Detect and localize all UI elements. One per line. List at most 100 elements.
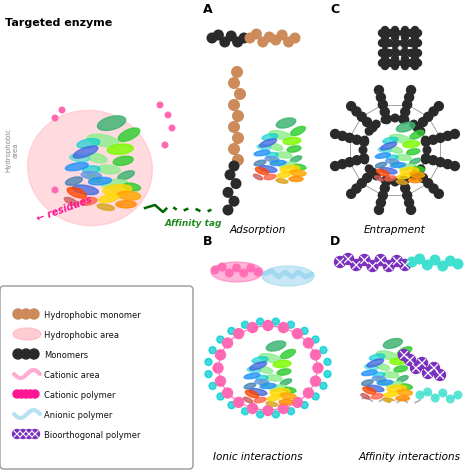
Circle shape	[410, 172, 418, 180]
Text: Hydrophobic area: Hydrophobic area	[44, 330, 119, 339]
Circle shape	[450, 162, 459, 171]
Ellipse shape	[396, 122, 415, 132]
Circle shape	[391, 178, 399, 186]
Circle shape	[345, 158, 354, 167]
Text: Entrapment: Entrapment	[364, 225, 426, 235]
Circle shape	[403, 100, 411, 109]
Circle shape	[18, 390, 26, 398]
Circle shape	[392, 63, 399, 70]
Circle shape	[277, 29, 288, 40]
Circle shape	[264, 31, 275, 43]
Ellipse shape	[244, 383, 256, 389]
Circle shape	[393, 39, 400, 46]
Ellipse shape	[280, 379, 292, 385]
Ellipse shape	[396, 180, 408, 184]
Circle shape	[270, 35, 281, 46]
Circle shape	[343, 254, 354, 264]
Ellipse shape	[116, 201, 136, 208]
Circle shape	[386, 29, 392, 36]
Circle shape	[401, 177, 409, 184]
Circle shape	[232, 36, 243, 47]
Circle shape	[392, 255, 402, 266]
Circle shape	[401, 55, 409, 62]
Ellipse shape	[381, 142, 397, 150]
Circle shape	[330, 129, 339, 138]
Circle shape	[408, 401, 415, 409]
Circle shape	[290, 33, 301, 44]
Circle shape	[303, 338, 313, 348]
Text: Monomers: Monomers	[44, 350, 88, 359]
Ellipse shape	[403, 141, 420, 147]
Ellipse shape	[396, 396, 410, 401]
Text: ← residues: ← residues	[35, 195, 93, 224]
Circle shape	[217, 393, 224, 400]
Circle shape	[399, 349, 410, 361]
Ellipse shape	[380, 168, 397, 174]
Circle shape	[312, 393, 319, 400]
Circle shape	[391, 114, 399, 122]
Circle shape	[399, 176, 408, 185]
Ellipse shape	[99, 194, 118, 202]
Ellipse shape	[270, 388, 290, 396]
Ellipse shape	[371, 394, 383, 399]
Circle shape	[422, 367, 434, 379]
Ellipse shape	[255, 167, 269, 175]
Circle shape	[401, 116, 409, 123]
Circle shape	[376, 93, 385, 102]
Circle shape	[176, 209, 183, 216]
Circle shape	[373, 120, 380, 128]
Circle shape	[225, 268, 234, 277]
Circle shape	[407, 205, 416, 214]
Ellipse shape	[259, 381, 269, 387]
Ellipse shape	[87, 134, 118, 147]
Ellipse shape	[266, 375, 282, 381]
Ellipse shape	[290, 156, 302, 162]
Circle shape	[189, 203, 195, 210]
Ellipse shape	[294, 164, 306, 170]
Circle shape	[438, 389, 447, 398]
Circle shape	[407, 49, 414, 56]
Ellipse shape	[89, 177, 111, 185]
Ellipse shape	[410, 130, 424, 139]
Ellipse shape	[383, 338, 402, 348]
Circle shape	[310, 350, 320, 360]
Ellipse shape	[390, 134, 410, 143]
Circle shape	[320, 383, 327, 389]
Circle shape	[446, 394, 455, 403]
Circle shape	[247, 403, 257, 413]
Circle shape	[413, 123, 422, 132]
Circle shape	[166, 201, 173, 209]
Circle shape	[414, 29, 421, 36]
Circle shape	[355, 396, 362, 403]
Text: Affinity tag: Affinity tag	[165, 219, 222, 228]
Circle shape	[357, 179, 366, 188]
Circle shape	[424, 112, 433, 121]
Ellipse shape	[362, 370, 377, 375]
Ellipse shape	[270, 160, 286, 165]
Ellipse shape	[266, 402, 278, 406]
Circle shape	[359, 255, 370, 265]
Circle shape	[278, 323, 289, 333]
Circle shape	[278, 403, 289, 413]
Circle shape	[410, 363, 421, 374]
Ellipse shape	[265, 156, 279, 162]
Ellipse shape	[372, 376, 386, 381]
Circle shape	[382, 55, 389, 62]
Circle shape	[352, 184, 361, 193]
Circle shape	[367, 261, 378, 272]
Circle shape	[232, 132, 244, 144]
Ellipse shape	[413, 166, 425, 172]
Ellipse shape	[399, 164, 416, 170]
Circle shape	[411, 48, 419, 55]
Ellipse shape	[397, 390, 412, 395]
Circle shape	[421, 137, 430, 146]
Circle shape	[379, 39, 385, 46]
Circle shape	[436, 158, 445, 167]
Circle shape	[454, 391, 463, 400]
Text: Anionic polymer: Anionic polymer	[44, 410, 112, 419]
Circle shape	[338, 131, 347, 140]
Circle shape	[238, 33, 249, 44]
Circle shape	[445, 255, 456, 266]
Text: Cationic area: Cationic area	[44, 371, 100, 380]
Ellipse shape	[65, 163, 88, 171]
